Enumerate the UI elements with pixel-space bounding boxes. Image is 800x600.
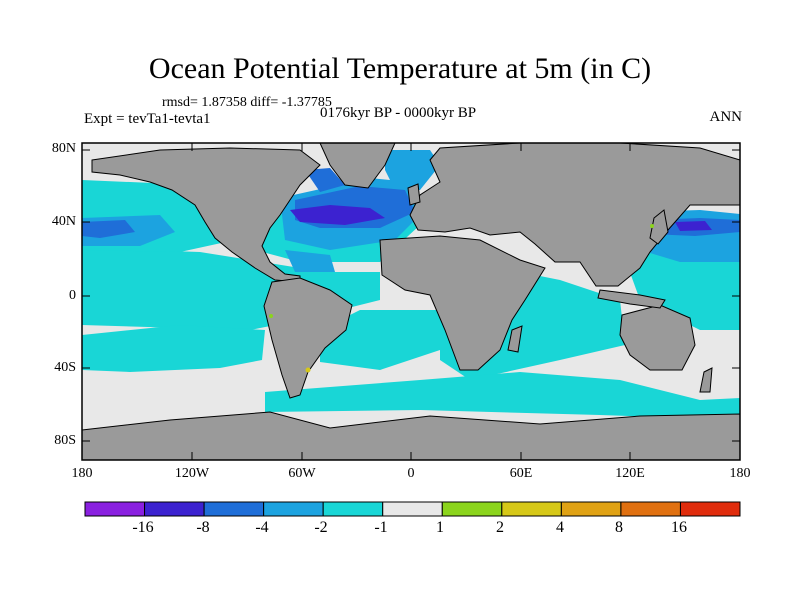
field-darkblue-gulf-stream bbox=[290, 205, 385, 225]
lat-label-80n: 80N bbox=[51, 141, 76, 156]
colorbar-label: 16 bbox=[671, 519, 687, 536]
field-blue-labrador bbox=[305, 168, 345, 192]
colorbar-label: -8 bbox=[196, 519, 210, 536]
colorbar-label: 4 bbox=[556, 519, 564, 536]
field-blue-east-pacific bbox=[82, 220, 135, 238]
field-cyan-south-pacific bbox=[82, 325, 265, 372]
lon-label-180e: 180 bbox=[729, 466, 751, 481]
field-lightblue-nordic bbox=[385, 150, 440, 190]
anomaly-spot-japan bbox=[650, 224, 654, 228]
colorbar-label: -4 bbox=[255, 519, 269, 536]
period-label: 0176kyr BP - 0000kyr BP bbox=[320, 105, 477, 121]
colorbar-box bbox=[441, 501, 503, 517]
colorbar bbox=[84, 501, 741, 517]
land-africa bbox=[379, 235, 546, 371]
land-indonesia bbox=[597, 289, 666, 309]
colorbar-label: -1 bbox=[374, 519, 388, 536]
lon-label-180w: 180 bbox=[71, 466, 93, 481]
lon-label-0: 0 bbox=[407, 466, 415, 481]
colorbar-label: -2 bbox=[314, 519, 328, 536]
colorbar-box bbox=[144, 501, 205, 517]
land-new-zealand bbox=[699, 367, 713, 393]
colorbar-box bbox=[84, 501, 146, 517]
colorbar-box bbox=[263, 501, 324, 517]
colorbar-box bbox=[620, 501, 681, 517]
anomaly-spot-peru bbox=[269, 314, 273, 318]
lat-tick-marks bbox=[82, 149, 740, 442]
lat-label-80s: 80S bbox=[54, 433, 76, 448]
field-darkblue-kuroshio bbox=[675, 221, 712, 231]
colorbar-label: 8 bbox=[615, 519, 623, 536]
colorbar-box bbox=[501, 501, 562, 517]
land-north-america bbox=[91, 147, 321, 283]
field-lightblue-caribbean bbox=[285, 250, 335, 272]
season-label: ANN bbox=[709, 109, 743, 125]
anomaly-spot-argentina bbox=[305, 367, 311, 373]
lon-tick-marks bbox=[81, 143, 631, 460]
colorbar-label: -16 bbox=[132, 519, 154, 536]
land-eurasia bbox=[409, 142, 741, 287]
lat-label-0: 0 bbox=[69, 288, 76, 303]
colorbar-box bbox=[203, 501, 265, 517]
lon-label-60w: 60W bbox=[288, 466, 316, 481]
colorbar-box bbox=[560, 501, 622, 517]
continents bbox=[81, 142, 741, 461]
land-madagascar bbox=[507, 325, 523, 353]
land-australia bbox=[619, 304, 696, 371]
colorbar-box bbox=[322, 501, 384, 517]
lat-label-40n: 40N bbox=[51, 214, 76, 229]
land-japan bbox=[649, 209, 669, 245]
field-cyan-south-atlantic bbox=[320, 310, 440, 370]
lon-label-120w: 120W bbox=[174, 466, 210, 481]
lon-label-60e: 60E bbox=[509, 466, 533, 481]
map-title: Ocean Potential Temperature at 5m (in C) bbox=[148, 52, 652, 85]
colorbar-label: 1 bbox=[436, 519, 444, 536]
colorbar-label: 2 bbox=[496, 519, 504, 536]
lat-label-40s: 40S bbox=[54, 360, 76, 375]
experiment-label: Expt = tevTa1-tevta1 bbox=[84, 111, 211, 127]
field-cyan-southern bbox=[265, 372, 740, 420]
colorbar-box bbox=[679, 501, 741, 517]
colorbar-box bbox=[382, 501, 443, 517]
stats-label: rmsd= 1.87358 diff= -1.37785 bbox=[162, 95, 332, 110]
land-uk bbox=[407, 183, 421, 206]
lon-label-120e: 120E bbox=[615, 466, 645, 481]
